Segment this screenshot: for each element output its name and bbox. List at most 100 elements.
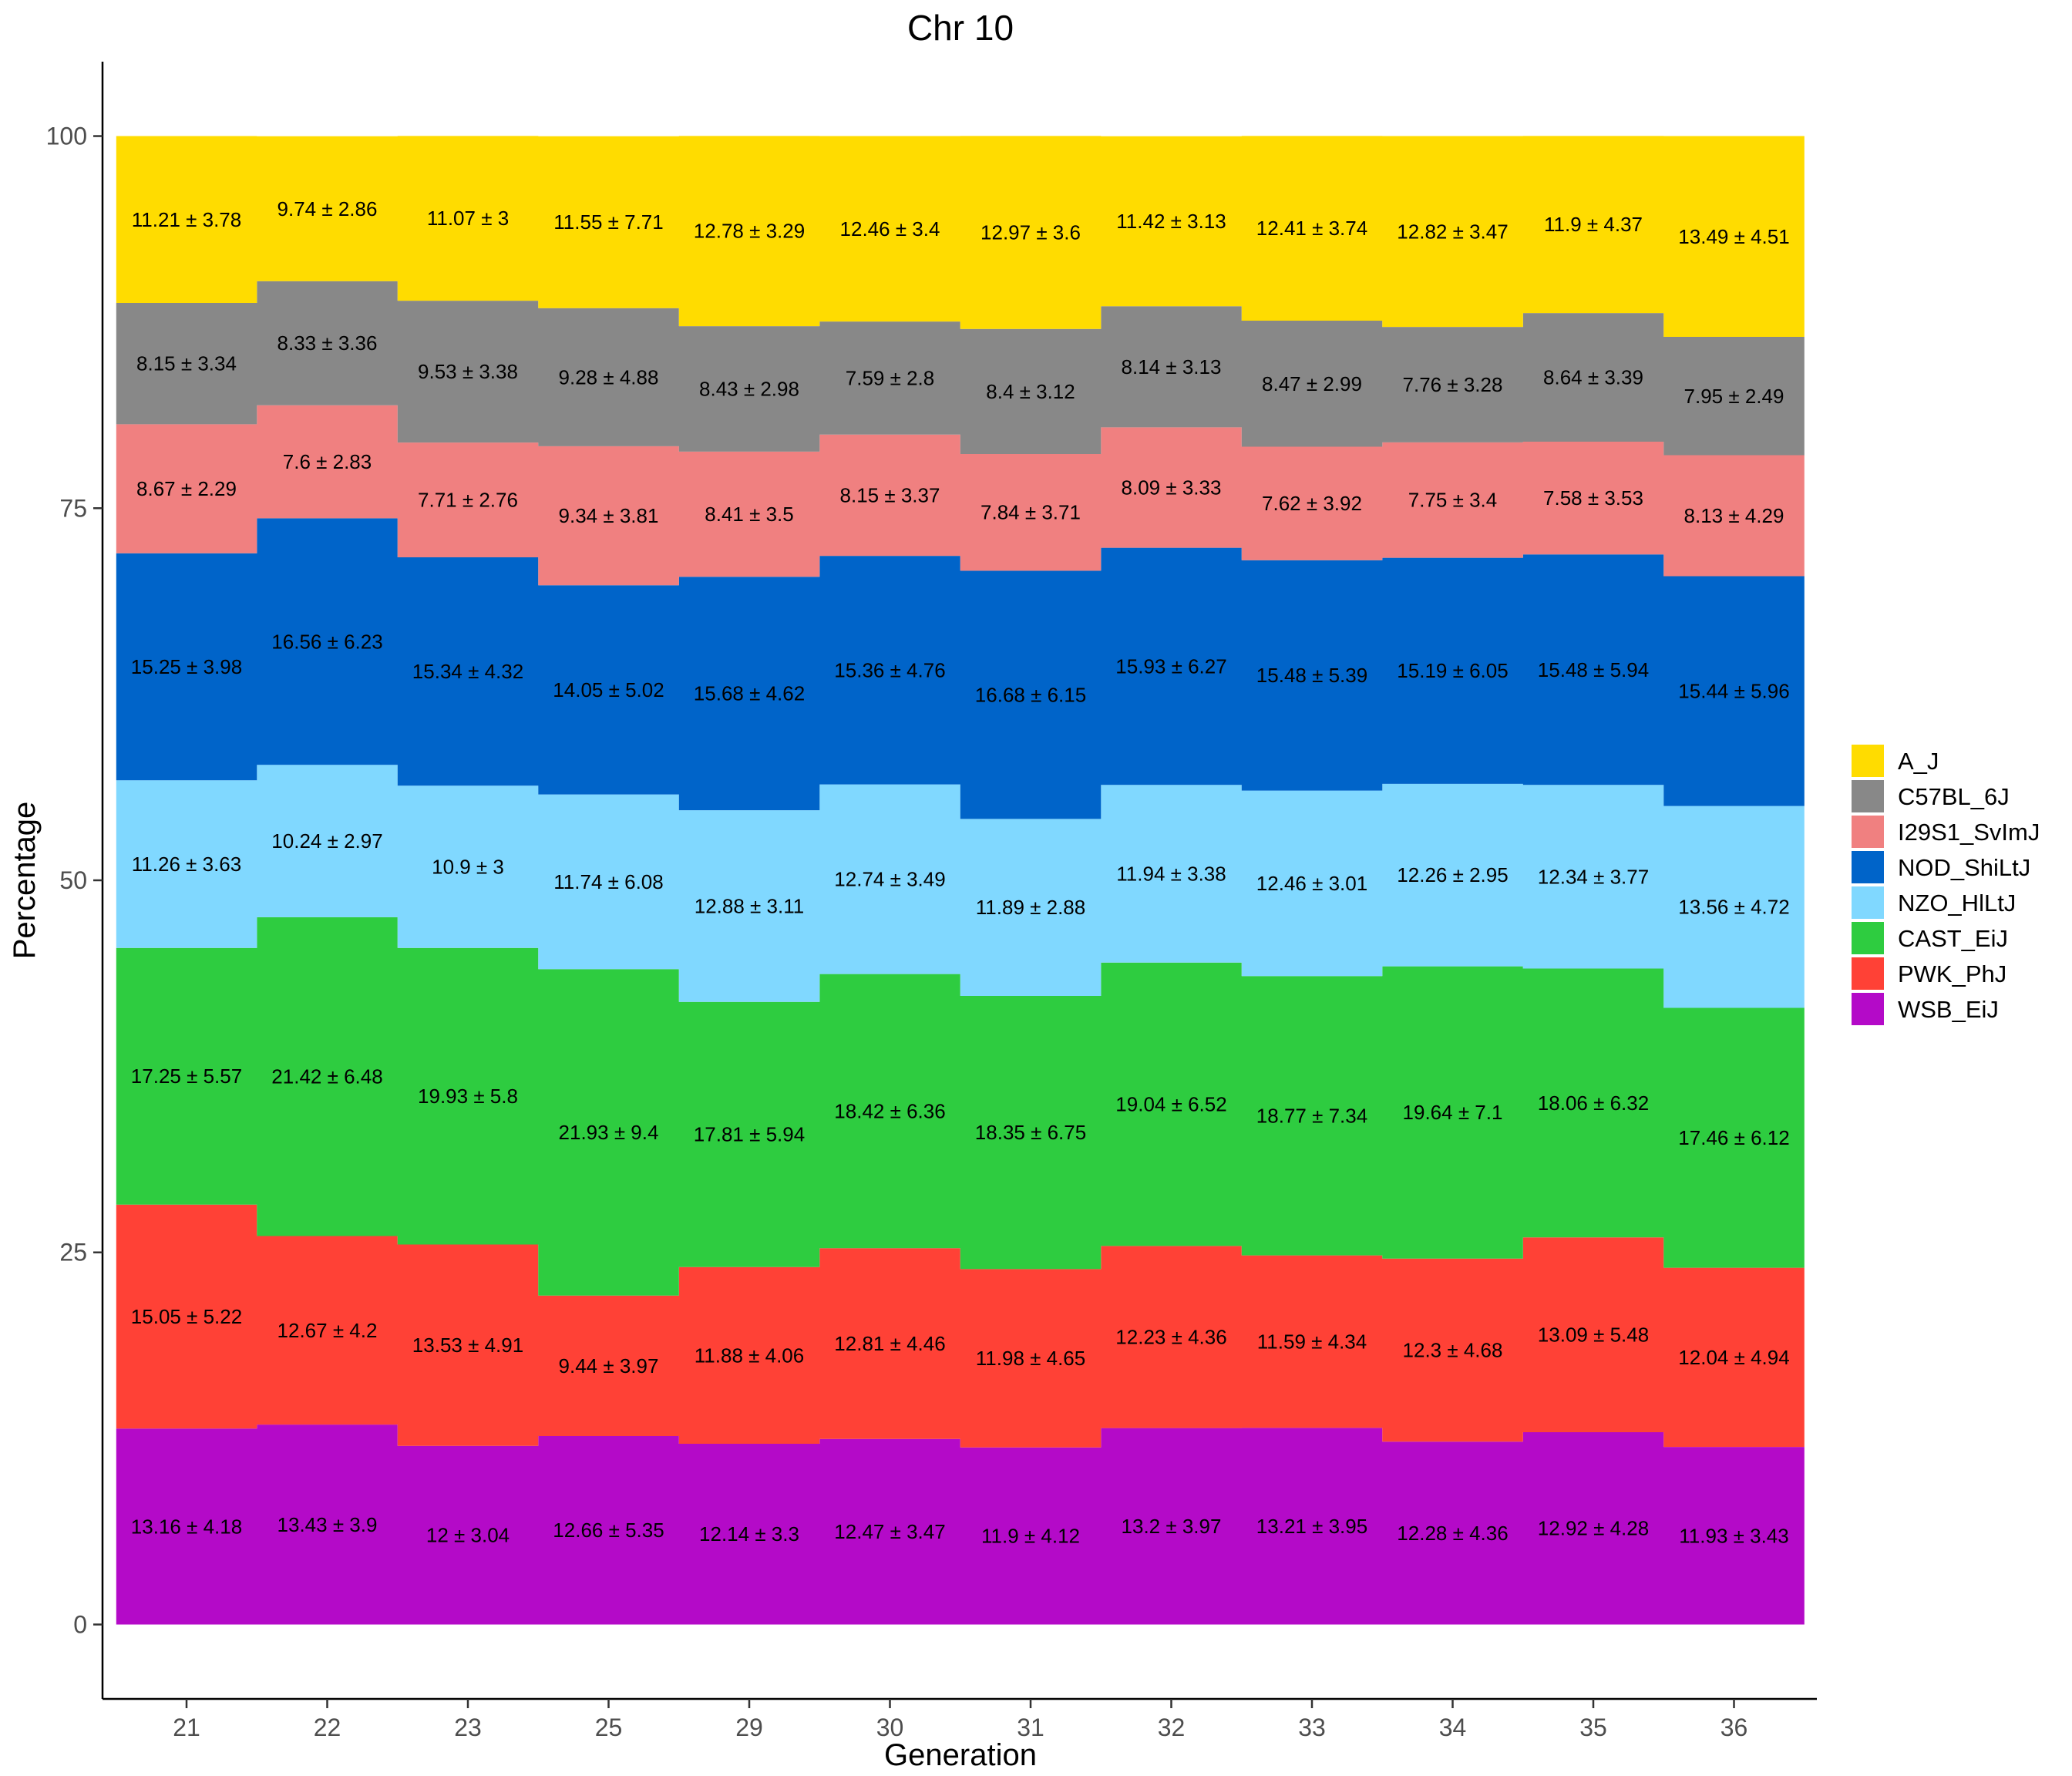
legend-label-nod-shiltj: NOD_ShiLtJ <box>1898 854 2030 881</box>
value-label-nzo-hlltj-29: 12.88 ± 3.11 <box>695 894 804 917</box>
value-label-nzo-hlltj-31: 11.89 ± 2.88 <box>976 896 1085 919</box>
legend-swatch-pwk-phj <box>1852 957 1884 990</box>
value-label-c57bl-6j-35: 8.64 ± 3.39 <box>1543 366 1643 389</box>
value-label-a-j-22: 9.74 ± 2.86 <box>278 197 378 220</box>
value-label-a-j-25: 11.55 ± 7.71 <box>553 210 663 234</box>
value-label-cast-eij-34: 19.64 ± 7.1 <box>1403 1101 1503 1124</box>
value-label-nod-shiltj-33: 15.48 ± 5.39 <box>1256 664 1367 687</box>
value-label-wsb-eij-36: 11.93 ± 3.43 <box>1679 1524 1788 1547</box>
value-label-c57bl-6j-29: 8.43 ± 2.98 <box>699 378 799 401</box>
legend-swatch-wsb-eij <box>1852 993 1884 1025</box>
value-label-nzo-hlltj-33: 12.46 ± 3.01 <box>1256 872 1367 895</box>
value-label-nod-shiltj-29: 15.68 ± 4.62 <box>694 682 805 705</box>
value-label-nzo-hlltj-34: 12.26 ± 2.95 <box>1397 863 1508 886</box>
legend-swatch-nod-shiltj <box>1852 851 1884 883</box>
value-label-nzo-hlltj-30: 12.74 ± 3.49 <box>834 868 945 891</box>
value-label-cast-eij-32: 19.04 ± 6.52 <box>1115 1093 1226 1116</box>
value-label-wsb-eij-30: 12.47 ± 3.47 <box>834 1520 945 1543</box>
legend-label-nzo-hlltj: NZO_HlLtJ <box>1898 890 2016 917</box>
value-label-nod-shiltj-31: 16.68 ± 6.15 <box>975 683 1086 706</box>
chart-title: Chr 10 <box>907 8 1014 48</box>
legend-swatch-nzo-hlltj <box>1852 886 1884 919</box>
y-tick-label: 0 <box>73 1610 87 1638</box>
x-tick-label: 34 <box>1439 1714 1467 1741</box>
value-label-nzo-hlltj-21: 11.26 ± 3.63 <box>132 853 241 876</box>
x-axis-title: Generation <box>884 1738 1037 1772</box>
value-label-a-j-33: 12.41 ± 3.74 <box>1256 217 1367 240</box>
value-label-a-j-30: 12.46 ± 3.4 <box>840 217 940 240</box>
value-label-cast-eij-35: 18.06 ± 6.32 <box>1538 1092 1649 1115</box>
value-label-i29s1-svimj-29: 8.41 ± 3.5 <box>705 503 793 526</box>
legend-swatch-a-j <box>1852 745 1884 777</box>
y-tick-label: 75 <box>59 494 87 522</box>
plot-area <box>116 136 1805 1625</box>
value-label-pwk-phj-33: 11.59 ± 4.34 <box>1257 1330 1367 1354</box>
x-tick-label: 31 <box>1017 1714 1044 1741</box>
y-tick-label: 50 <box>59 866 87 894</box>
value-label-wsb-eij-22: 13.43 ± 3.9 <box>278 1513 378 1536</box>
value-label-cast-eij-31: 18.35 ± 6.75 <box>975 1121 1086 1144</box>
value-label-i29s1-svimj-31: 7.84 ± 3.71 <box>980 501 1081 524</box>
value-label-i29s1-svimj-36: 8.13 ± 4.29 <box>1684 504 1784 527</box>
value-label-a-j-36: 13.49 ± 4.51 <box>1678 225 1789 248</box>
value-label-pwk-phj-35: 13.09 ± 5.48 <box>1538 1324 1649 1347</box>
x-tick-label: 21 <box>173 1714 200 1741</box>
value-label-cast-eij-36: 17.46 ± 6.12 <box>1678 1126 1789 1149</box>
area-nod-shiltj <box>116 518 1805 819</box>
value-label-nod-shiltj-23: 15.34 ± 4.32 <box>412 660 523 683</box>
value-label-pwk-phj-31: 11.98 ± 4.65 <box>976 1347 1085 1370</box>
value-label-wsb-eij-31: 11.9 ± 4.12 <box>981 1525 1080 1548</box>
x-tick-label: 33 <box>1298 1714 1326 1741</box>
x-tick-label: 36 <box>1720 1714 1748 1741</box>
value-label-i29s1-svimj-25: 9.34 ± 3.81 <box>559 504 659 527</box>
value-label-i29s1-svimj-23: 7.71 ± 2.76 <box>418 489 518 512</box>
value-label-pwk-phj-22: 12.67 ± 4.2 <box>278 1319 378 1342</box>
value-label-c57bl-6j-31: 8.4 ± 3.12 <box>986 380 1075 403</box>
value-label-wsb-eij-21: 13.16 ± 4.18 <box>131 1515 242 1538</box>
value-label-nod-shiltj-34: 15.19 ± 6.05 <box>1397 659 1508 682</box>
value-label-a-j-35: 11.9 ± 4.37 <box>1544 213 1643 236</box>
value-label-c57bl-6j-32: 8.14 ± 3.13 <box>1122 355 1222 378</box>
value-label-pwk-phj-25: 9.44 ± 3.97 <box>559 1354 659 1377</box>
value-label-c57bl-6j-23: 9.53 ± 3.38 <box>418 360 518 383</box>
value-label-wsb-eij-34: 12.28 ± 4.36 <box>1397 1522 1508 1545</box>
y-tick-label: 25 <box>59 1239 87 1266</box>
value-label-nzo-hlltj-22: 10.24 ± 2.97 <box>271 829 382 853</box>
value-label-nod-shiltj-25: 14.05 ± 5.02 <box>553 678 664 701</box>
x-tick-label: 25 <box>595 1714 623 1741</box>
value-label-c57bl-6j-22: 8.33 ± 3.36 <box>278 331 378 355</box>
segment-labels: 13.16 ± 4.18 13.43 ± 3.9 12 ± 3.04 12.66 ± … <box>131 197 1790 1548</box>
area-a-j <box>116 136 1805 337</box>
value-label-a-j-32: 11.42 ± 3.13 <box>1116 210 1226 233</box>
x-tick-label: 30 <box>876 1714 904 1741</box>
value-label-a-j-34: 12.82 ± 3.47 <box>1397 220 1508 243</box>
value-label-cast-eij-30: 18.42 ± 6.36 <box>834 1100 945 1123</box>
value-label-pwk-phj-32: 12.23 ± 4.36 <box>1115 1326 1226 1349</box>
value-label-nod-shiltj-22: 16.56 ± 6.23 <box>271 630 382 653</box>
value-label-nzo-hlltj-36: 13.56 ± 4.72 <box>1678 896 1789 919</box>
value-label-cast-eij-33: 18.77 ± 7.34 <box>1256 1104 1367 1127</box>
value-label-cast-eij-23: 19.93 ± 5.8 <box>418 1085 518 1108</box>
value-label-pwk-phj-36: 12.04 ± 4.94 <box>1678 1346 1789 1369</box>
legend-label-i29s1-svimj: I29S1_SvImJ <box>1898 819 2040 846</box>
value-label-c57bl-6j-33: 8.47 ± 2.99 <box>1262 372 1362 395</box>
x-tick-label: 32 <box>1158 1714 1186 1741</box>
value-label-nzo-hlltj-25: 11.74 ± 6.08 <box>553 870 663 893</box>
value-label-c57bl-6j-34: 7.76 ± 3.28 <box>1403 373 1503 396</box>
value-label-cast-eij-29: 17.81 ± 5.94 <box>694 1123 805 1146</box>
legend-label-c57bl-6j: C57BL_6J <box>1898 783 2010 810</box>
x-ticks: 21 22 23 25 29 30 31 32 33 34 35 36 <box>173 1699 1747 1741</box>
value-label-c57bl-6j-21: 8.15 ± 3.34 <box>136 352 237 375</box>
value-label-nod-shiltj-36: 15.44 ± 5.96 <box>1678 680 1789 703</box>
legend-label-a-j: A_J <box>1898 748 1939 775</box>
value-label-i29s1-svimj-22: 7.6 ± 2.83 <box>283 450 372 473</box>
value-label-nod-shiltj-30: 15.36 ± 4.76 <box>834 658 945 681</box>
legend-swatch-c57bl-6j <box>1852 780 1884 812</box>
x-tick-label: 29 <box>735 1714 763 1741</box>
legend-swatch-i29s1-svimj <box>1852 816 1884 848</box>
legend-label-wsb-eij: WSB_EiJ <box>1898 996 1999 1023</box>
value-label-c57bl-6j-36: 7.95 ± 2.49 <box>1684 385 1784 408</box>
value-label-pwk-phj-30: 12.81 ± 4.46 <box>834 1332 945 1355</box>
legend-swatch-cast-eij <box>1852 922 1884 954</box>
